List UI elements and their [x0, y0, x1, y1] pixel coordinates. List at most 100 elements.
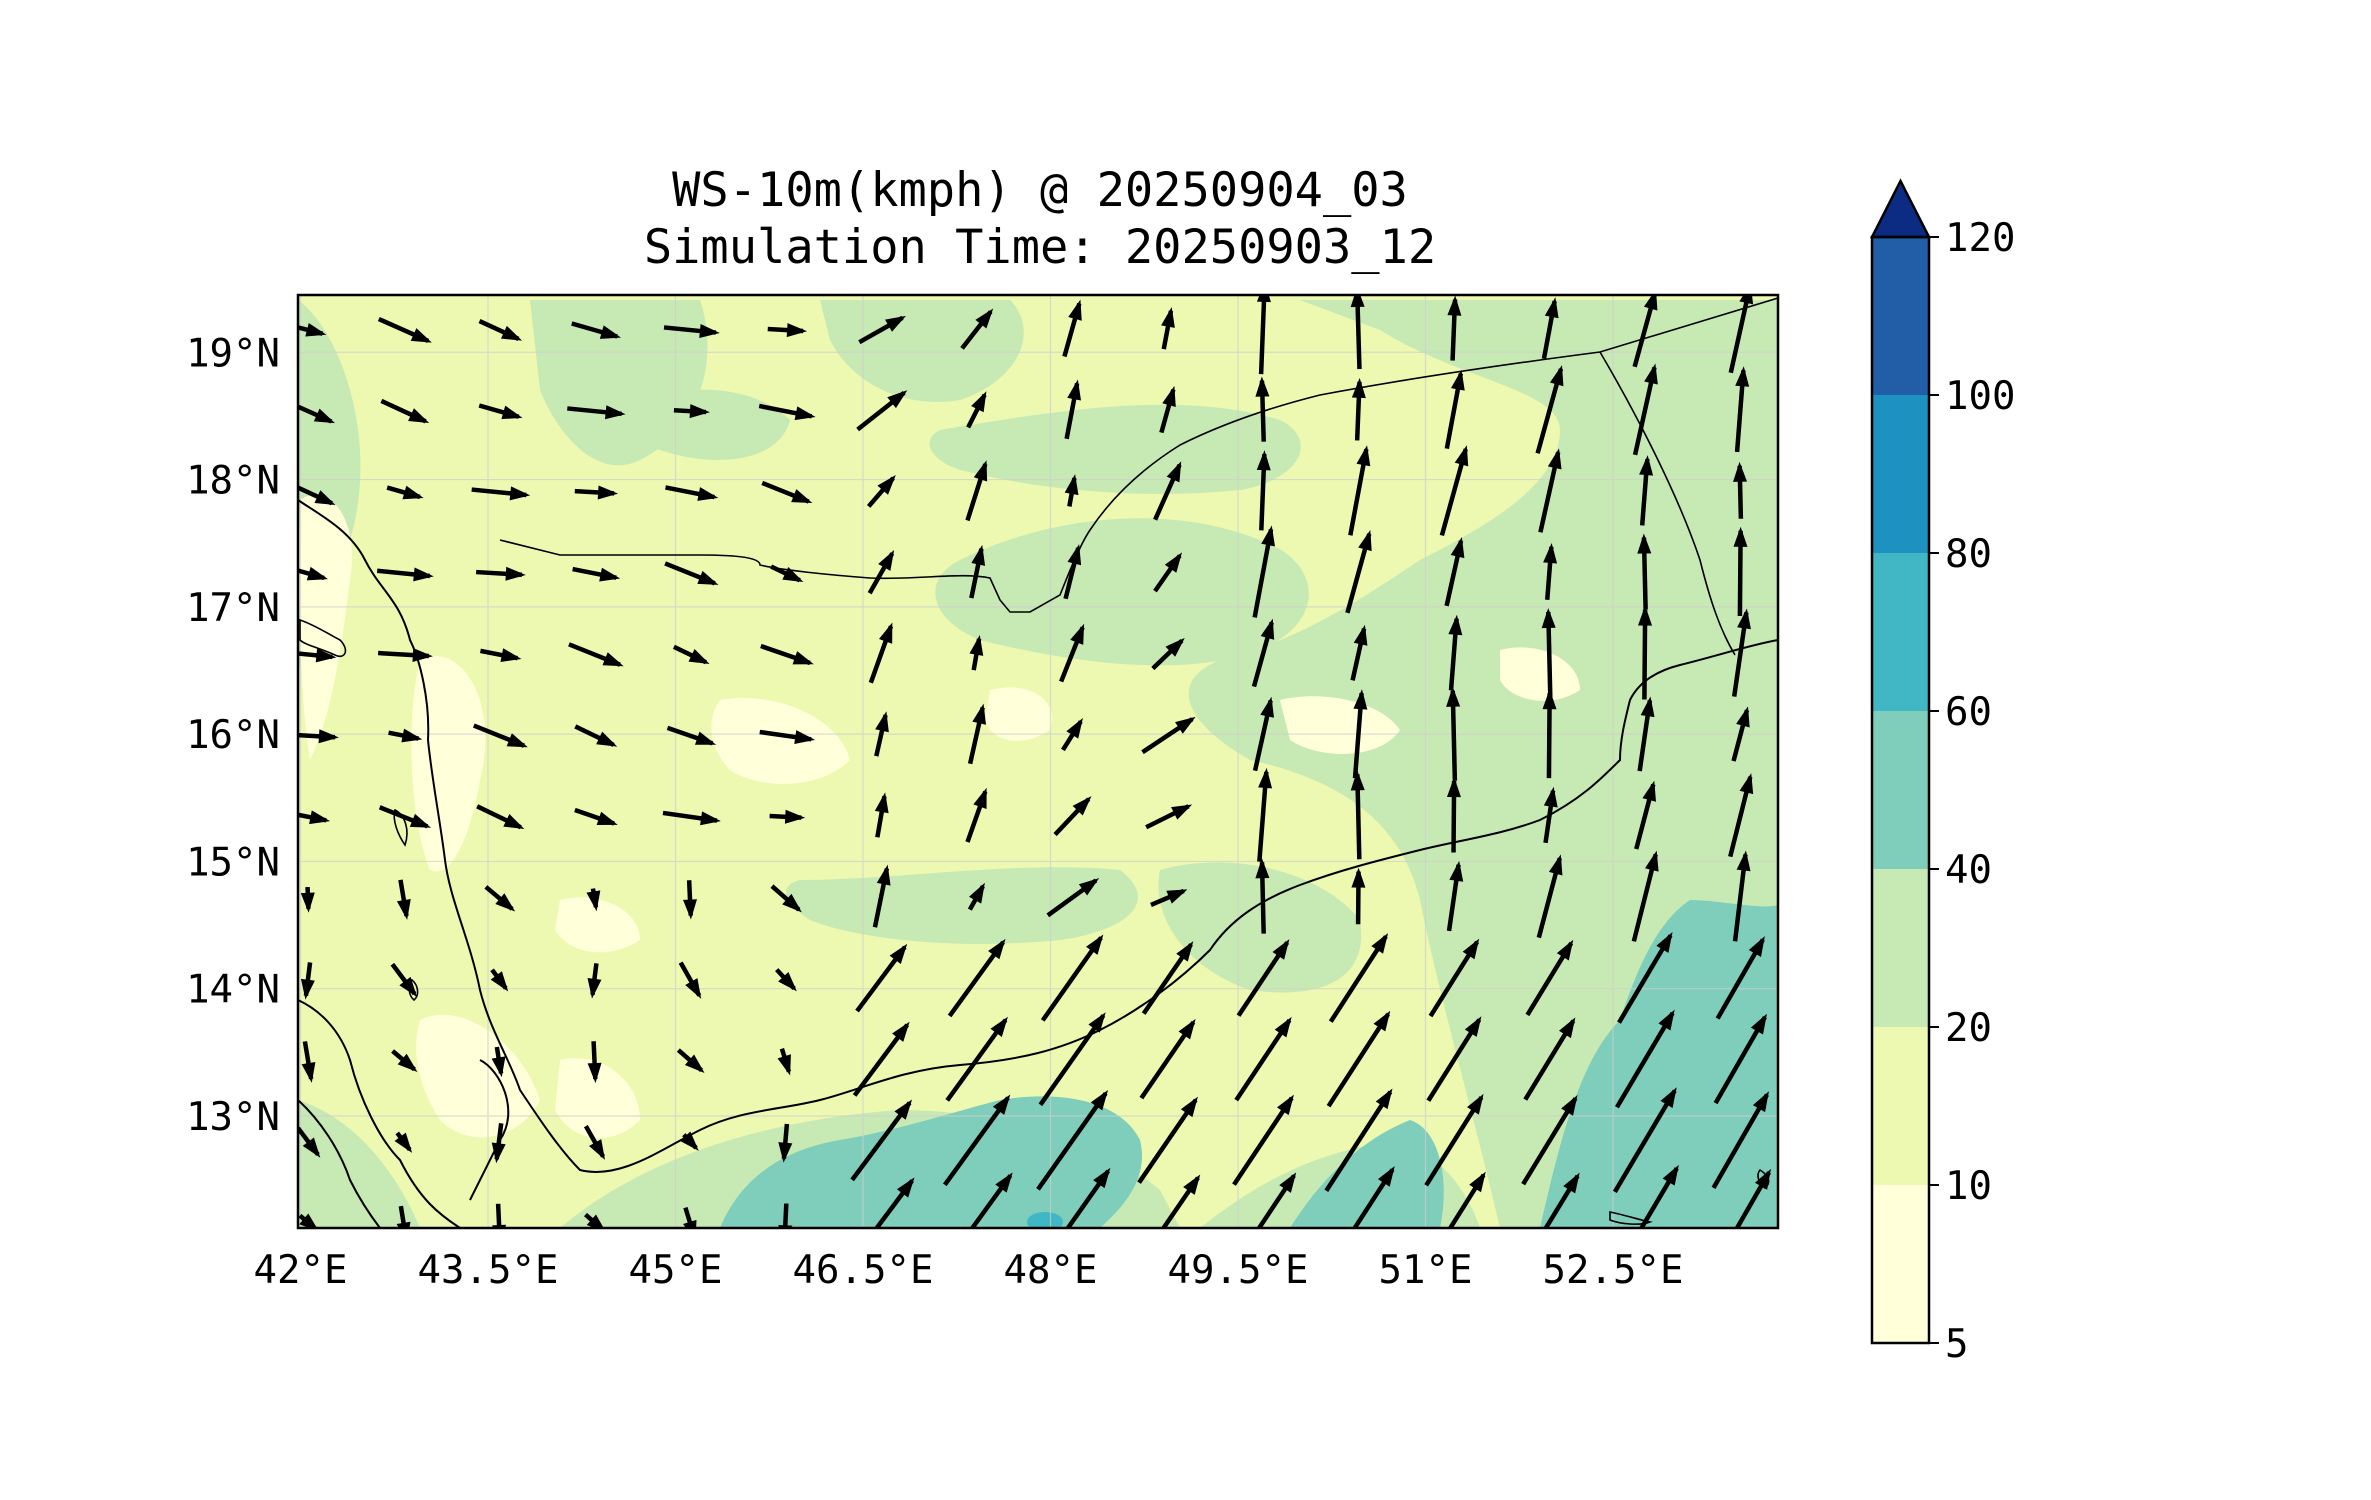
wind-arrow [378, 805, 431, 829]
lat-tick-label-4: 15°N [186, 840, 280, 885]
map-panel [298, 295, 1778, 1228]
wind-arrow [1141, 941, 1194, 1015]
lon-tick-label-1: 43.5°E [418, 1248, 559, 1293]
lon-tick-label-4: 48°E [1004, 1248, 1098, 1293]
wind-arrow [478, 403, 523, 420]
wind-arrow [1733, 461, 1748, 519]
wind-arrow [778, 1123, 793, 1163]
wind-arrow [1448, 614, 1463, 691]
wind-arrow [1734, 1168, 1771, 1228]
wind-arrow [1038, 1012, 1106, 1107]
wind-arrow [1046, 878, 1100, 918]
wind-arrow [1426, 1016, 1482, 1102]
wind-arrow [1059, 623, 1085, 683]
colorbar-label-3: 40 [1945, 848, 1992, 893]
wind-arrow [475, 566, 526, 581]
wind-arrow [1447, 1171, 1486, 1228]
lat-tick-label-1: 18°N [186, 459, 280, 504]
wind-arrow [965, 460, 988, 522]
wind-arrow [1446, 860, 1464, 932]
wind-arrow [1617, 932, 1673, 1024]
wind-arrow [386, 485, 424, 500]
wind-arrow [1615, 1009, 1675, 1109]
wind-arrow [1638, 1164, 1679, 1228]
wind-arrow [965, 787, 988, 843]
wind-arrow [966, 391, 987, 429]
wind-arrow [1521, 1095, 1578, 1186]
wind-arrow [298, 404, 335, 424]
wind-arrow [1713, 1013, 1767, 1105]
national-borders [499, 297, 1778, 656]
wind-arrow [574, 807, 618, 826]
latitude-tick-labels: 19°N 18°N 17°N 16°N 15°N 14°N 13°N [186, 331, 280, 1140]
wind-arrow [376, 567, 434, 582]
wind-arrow [1251, 618, 1275, 688]
wind-arrow [1639, 455, 1654, 526]
wind-arrow [770, 884, 802, 913]
wind-arrow [852, 1021, 910, 1097]
wind-arrow [298, 729, 339, 744]
wind-arrow [663, 324, 720, 338]
wind-arrow [1715, 936, 1765, 1020]
wind-arrow [1352, 1166, 1395, 1228]
wind-arrow [476, 804, 525, 830]
wind-arrow [380, 398, 430, 424]
wind-arrow [1428, 938, 1480, 1018]
wind-arrow [867, 550, 895, 595]
wind-arrow [969, 1172, 1013, 1228]
wind-arrow [587, 1041, 602, 1084]
wind-arrow [1150, 888, 1188, 907]
wind-arrow [1535, 365, 1564, 454]
longitude-tick-labels: 42°E 43.5°E 45°E 46.5°E 48°E 49.5°E 51°E 52.5°E [254, 1248, 1684, 1293]
wind-arrow [1161, 306, 1175, 350]
wind-arrow [1064, 474, 1079, 507]
wind-arrow [866, 475, 896, 508]
wind-arrow [873, 1177, 915, 1228]
lon-tick-label-2: 45°E [629, 1248, 723, 1293]
wind-arrow [943, 1094, 1011, 1187]
wind-arrow [1446, 686, 1461, 781]
lat-tick-label-0: 19°N [186, 331, 280, 376]
wind-arrow [680, 1131, 699, 1151]
wind-arrow [394, 1131, 413, 1153]
wind-arrow [758, 403, 816, 421]
wind-arrow [1542, 689, 1557, 779]
wind-arrow [1256, 450, 1271, 531]
colorbar-extend-max [1869, 178, 1932, 239]
wind-arrow [1543, 542, 1558, 600]
wind-arrow [1631, 850, 1659, 942]
wind-arrow [1160, 1174, 1201, 1228]
wind-arrow [945, 1016, 1008, 1102]
wind-arrow [1732, 850, 1751, 942]
wind-arrow [947, 938, 1006, 1018]
colorbar-band-2 [1872, 869, 1929, 1027]
wind-arrow [571, 321, 621, 339]
wind-arrow [855, 943, 908, 1013]
wind-arrow [1634, 780, 1656, 850]
wind-arrow [1159, 385, 1176, 434]
wind-arrow [1153, 461, 1182, 521]
wind-arrow [1541, 607, 1556, 698]
wind-arrow [574, 724, 618, 747]
wind-arrow [1252, 525, 1275, 618]
wind-arrow [1328, 933, 1389, 1023]
wind-arrow [1256, 295, 1271, 375]
wind-arrow [664, 561, 719, 586]
wind-arrow [1153, 552, 1183, 593]
colorbar-band-6 [1872, 237, 1929, 395]
wind-arrow [1348, 445, 1371, 536]
colorbar-label-4: 60 [1945, 690, 1992, 735]
wind-arrow [300, 886, 315, 913]
wind-arrow [1053, 796, 1092, 837]
wind-arrow [1139, 1018, 1196, 1100]
wind-arrow [1446, 777, 1461, 853]
wind-arrow [1350, 295, 1365, 370]
wind-arrow [872, 864, 891, 928]
wind-arrow [388, 728, 423, 743]
wind-arrow [874, 792, 889, 838]
colorbar-band-4 [1872, 553, 1929, 711]
wind-arrow [568, 642, 624, 667]
lon-tick-label-6: 51°E [1379, 1248, 1473, 1293]
wind-arrow [1444, 369, 1465, 450]
wind-arrow [969, 544, 986, 599]
